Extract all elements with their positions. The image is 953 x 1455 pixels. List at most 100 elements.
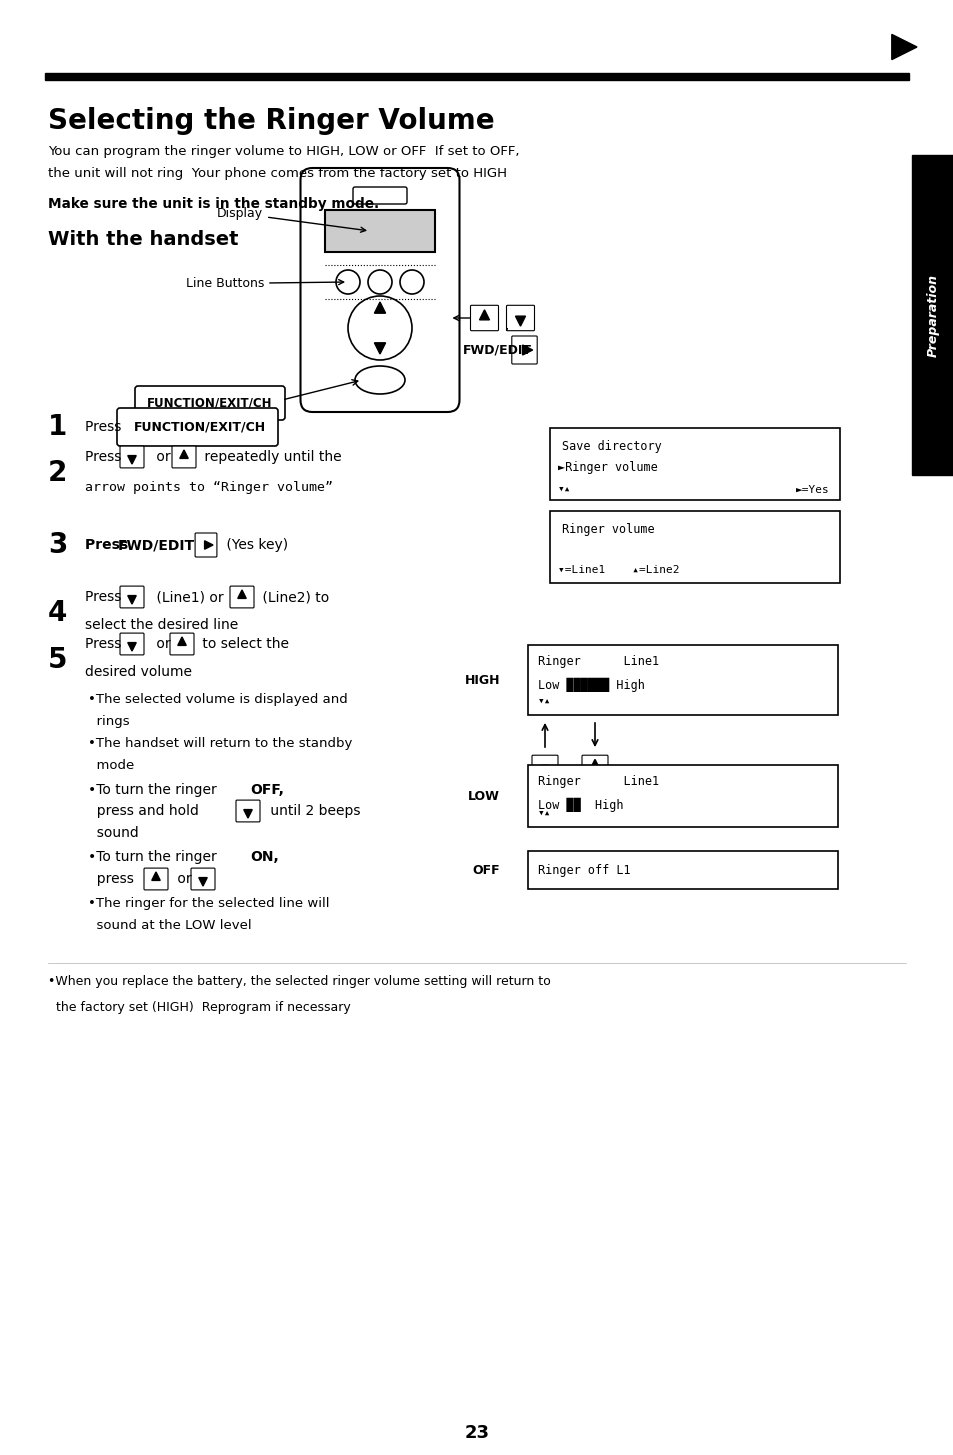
Text: (Yes key): (Yes key) xyxy=(222,538,288,551)
Circle shape xyxy=(335,271,359,294)
Text: Press: Press xyxy=(85,538,132,551)
Text: Ringer volume: Ringer volume xyxy=(561,522,654,535)
Bar xyxy=(527,851,837,889)
Text: Save directory: Save directory xyxy=(561,439,661,453)
Text: •To turn the ringer: •To turn the ringer xyxy=(88,850,221,864)
Polygon shape xyxy=(891,35,916,60)
Text: repeatedly until the: repeatedly until the xyxy=(200,450,341,464)
FancyBboxPatch shape xyxy=(120,633,144,655)
Text: select the desired line: select the desired line xyxy=(85,618,238,631)
FancyBboxPatch shape xyxy=(235,800,260,822)
FancyBboxPatch shape xyxy=(191,869,214,890)
Text: •The handset will return to the standby: •The handset will return to the standby xyxy=(88,736,352,749)
FancyBboxPatch shape xyxy=(172,447,195,469)
Text: •To turn the ringer: •To turn the ringer xyxy=(88,783,221,797)
Text: FUNCTION/EXIT/CH: FUNCTION/EXIT/CH xyxy=(147,397,273,409)
Text: Ringer off L1: Ringer off L1 xyxy=(537,863,630,876)
Text: 2: 2 xyxy=(48,458,68,487)
FancyBboxPatch shape xyxy=(511,336,537,364)
Text: or: or xyxy=(172,872,195,886)
Polygon shape xyxy=(204,541,213,549)
Circle shape xyxy=(348,295,412,359)
FancyBboxPatch shape xyxy=(144,869,168,890)
Polygon shape xyxy=(374,303,385,313)
Text: until 2 beeps: until 2 beeps xyxy=(266,805,360,818)
Polygon shape xyxy=(198,877,207,886)
FancyBboxPatch shape xyxy=(120,586,144,608)
Text: ,: , xyxy=(505,319,509,332)
Text: press and hold: press and hold xyxy=(88,805,203,818)
Text: ▾▴: ▾▴ xyxy=(558,485,571,495)
FancyBboxPatch shape xyxy=(170,633,193,655)
Text: Preparation: Preparation xyxy=(925,274,939,356)
Text: Ringer      Line1: Ringer Line1 xyxy=(537,776,659,789)
Text: •The selected volume is displayed and: •The selected volume is displayed and xyxy=(88,693,348,706)
Text: FWD/EDIT: FWD/EDIT xyxy=(462,343,532,356)
Polygon shape xyxy=(244,809,252,818)
Text: •When you replace the battery, the selected ringer volume setting will return to: •When you replace the battery, the selec… xyxy=(48,975,550,988)
Text: or: or xyxy=(152,637,174,650)
Text: Display: Display xyxy=(216,207,365,233)
Text: OFF: OFF xyxy=(472,863,499,876)
Text: arrow points to “Ringer volume”: arrow points to “Ringer volume” xyxy=(85,480,333,493)
Text: LOW: LOW xyxy=(468,790,499,803)
Polygon shape xyxy=(590,760,599,768)
Text: Low ██████ High: Low ██████ High xyxy=(537,678,644,693)
Text: Selecting the Ringer Volume: Selecting the Ringer Volume xyxy=(48,108,494,135)
FancyBboxPatch shape xyxy=(195,533,216,557)
FancyBboxPatch shape xyxy=(135,386,285,420)
Polygon shape xyxy=(179,450,188,458)
Text: to select the: to select the xyxy=(198,637,289,650)
Circle shape xyxy=(399,271,423,294)
Text: ▾=Line1    ▴=Line2: ▾=Line1 ▴=Line2 xyxy=(558,565,679,575)
FancyBboxPatch shape xyxy=(353,188,407,204)
Polygon shape xyxy=(522,345,532,355)
Text: the unit will not ring  Your phone comes from the factory set to HIGH: the unit will not ring Your phone comes … xyxy=(48,167,506,180)
Text: With the handset: With the handset xyxy=(48,230,238,249)
Bar xyxy=(550,511,840,583)
Polygon shape xyxy=(479,310,489,320)
Text: You can program the ringer volume to HIGH, LOW or OFF  If set to OFF,: You can program the ringer volume to HIG… xyxy=(48,146,519,159)
Text: Press: Press xyxy=(85,637,126,650)
Polygon shape xyxy=(237,589,246,598)
Text: ▾▴: ▾▴ xyxy=(537,809,551,819)
Polygon shape xyxy=(128,455,136,464)
Text: Press: Press xyxy=(85,589,126,604)
Text: ON,: ON, xyxy=(250,850,278,864)
Text: Press: Press xyxy=(85,420,126,434)
Text: or: or xyxy=(152,450,174,464)
Ellipse shape xyxy=(355,367,405,394)
FancyBboxPatch shape xyxy=(470,306,498,330)
FancyBboxPatch shape xyxy=(230,586,253,608)
FancyBboxPatch shape xyxy=(506,306,534,330)
Polygon shape xyxy=(177,637,186,646)
Text: ▾▴: ▾▴ xyxy=(537,697,551,707)
Text: FUNCTION/EXIT/CH: FUNCTION/EXIT/CH xyxy=(133,420,266,434)
Text: sound at the LOW level: sound at the LOW level xyxy=(88,918,252,931)
Bar xyxy=(911,156,953,474)
Circle shape xyxy=(368,271,392,294)
Text: Make sure the unit is in the standby mode.: Make sure the unit is in the standby mod… xyxy=(48,196,378,211)
Text: OFF,: OFF, xyxy=(250,783,284,797)
Bar xyxy=(45,73,908,80)
FancyBboxPatch shape xyxy=(532,755,558,778)
FancyBboxPatch shape xyxy=(581,755,607,778)
Text: 4: 4 xyxy=(48,599,68,627)
Text: Low ██  High: Low ██ High xyxy=(537,797,623,812)
Text: (Line1) or: (Line1) or xyxy=(152,589,228,604)
Text: sound: sound xyxy=(88,826,138,840)
Text: HIGH: HIGH xyxy=(464,674,499,687)
Polygon shape xyxy=(152,872,160,880)
Text: 23: 23 xyxy=(464,1424,489,1442)
Text: Press: Press xyxy=(85,450,126,464)
Text: 3: 3 xyxy=(48,531,68,559)
Polygon shape xyxy=(128,643,136,650)
Polygon shape xyxy=(515,316,525,326)
FancyBboxPatch shape xyxy=(300,167,459,412)
Text: Ringer      Line1: Ringer Line1 xyxy=(537,655,659,668)
Bar xyxy=(527,645,837,714)
Text: Line Buttons: Line Buttons xyxy=(186,276,343,290)
Text: desired volume: desired volume xyxy=(85,665,192,679)
Bar xyxy=(325,210,435,252)
Text: ►Ringer volume: ►Ringer volume xyxy=(558,461,657,474)
